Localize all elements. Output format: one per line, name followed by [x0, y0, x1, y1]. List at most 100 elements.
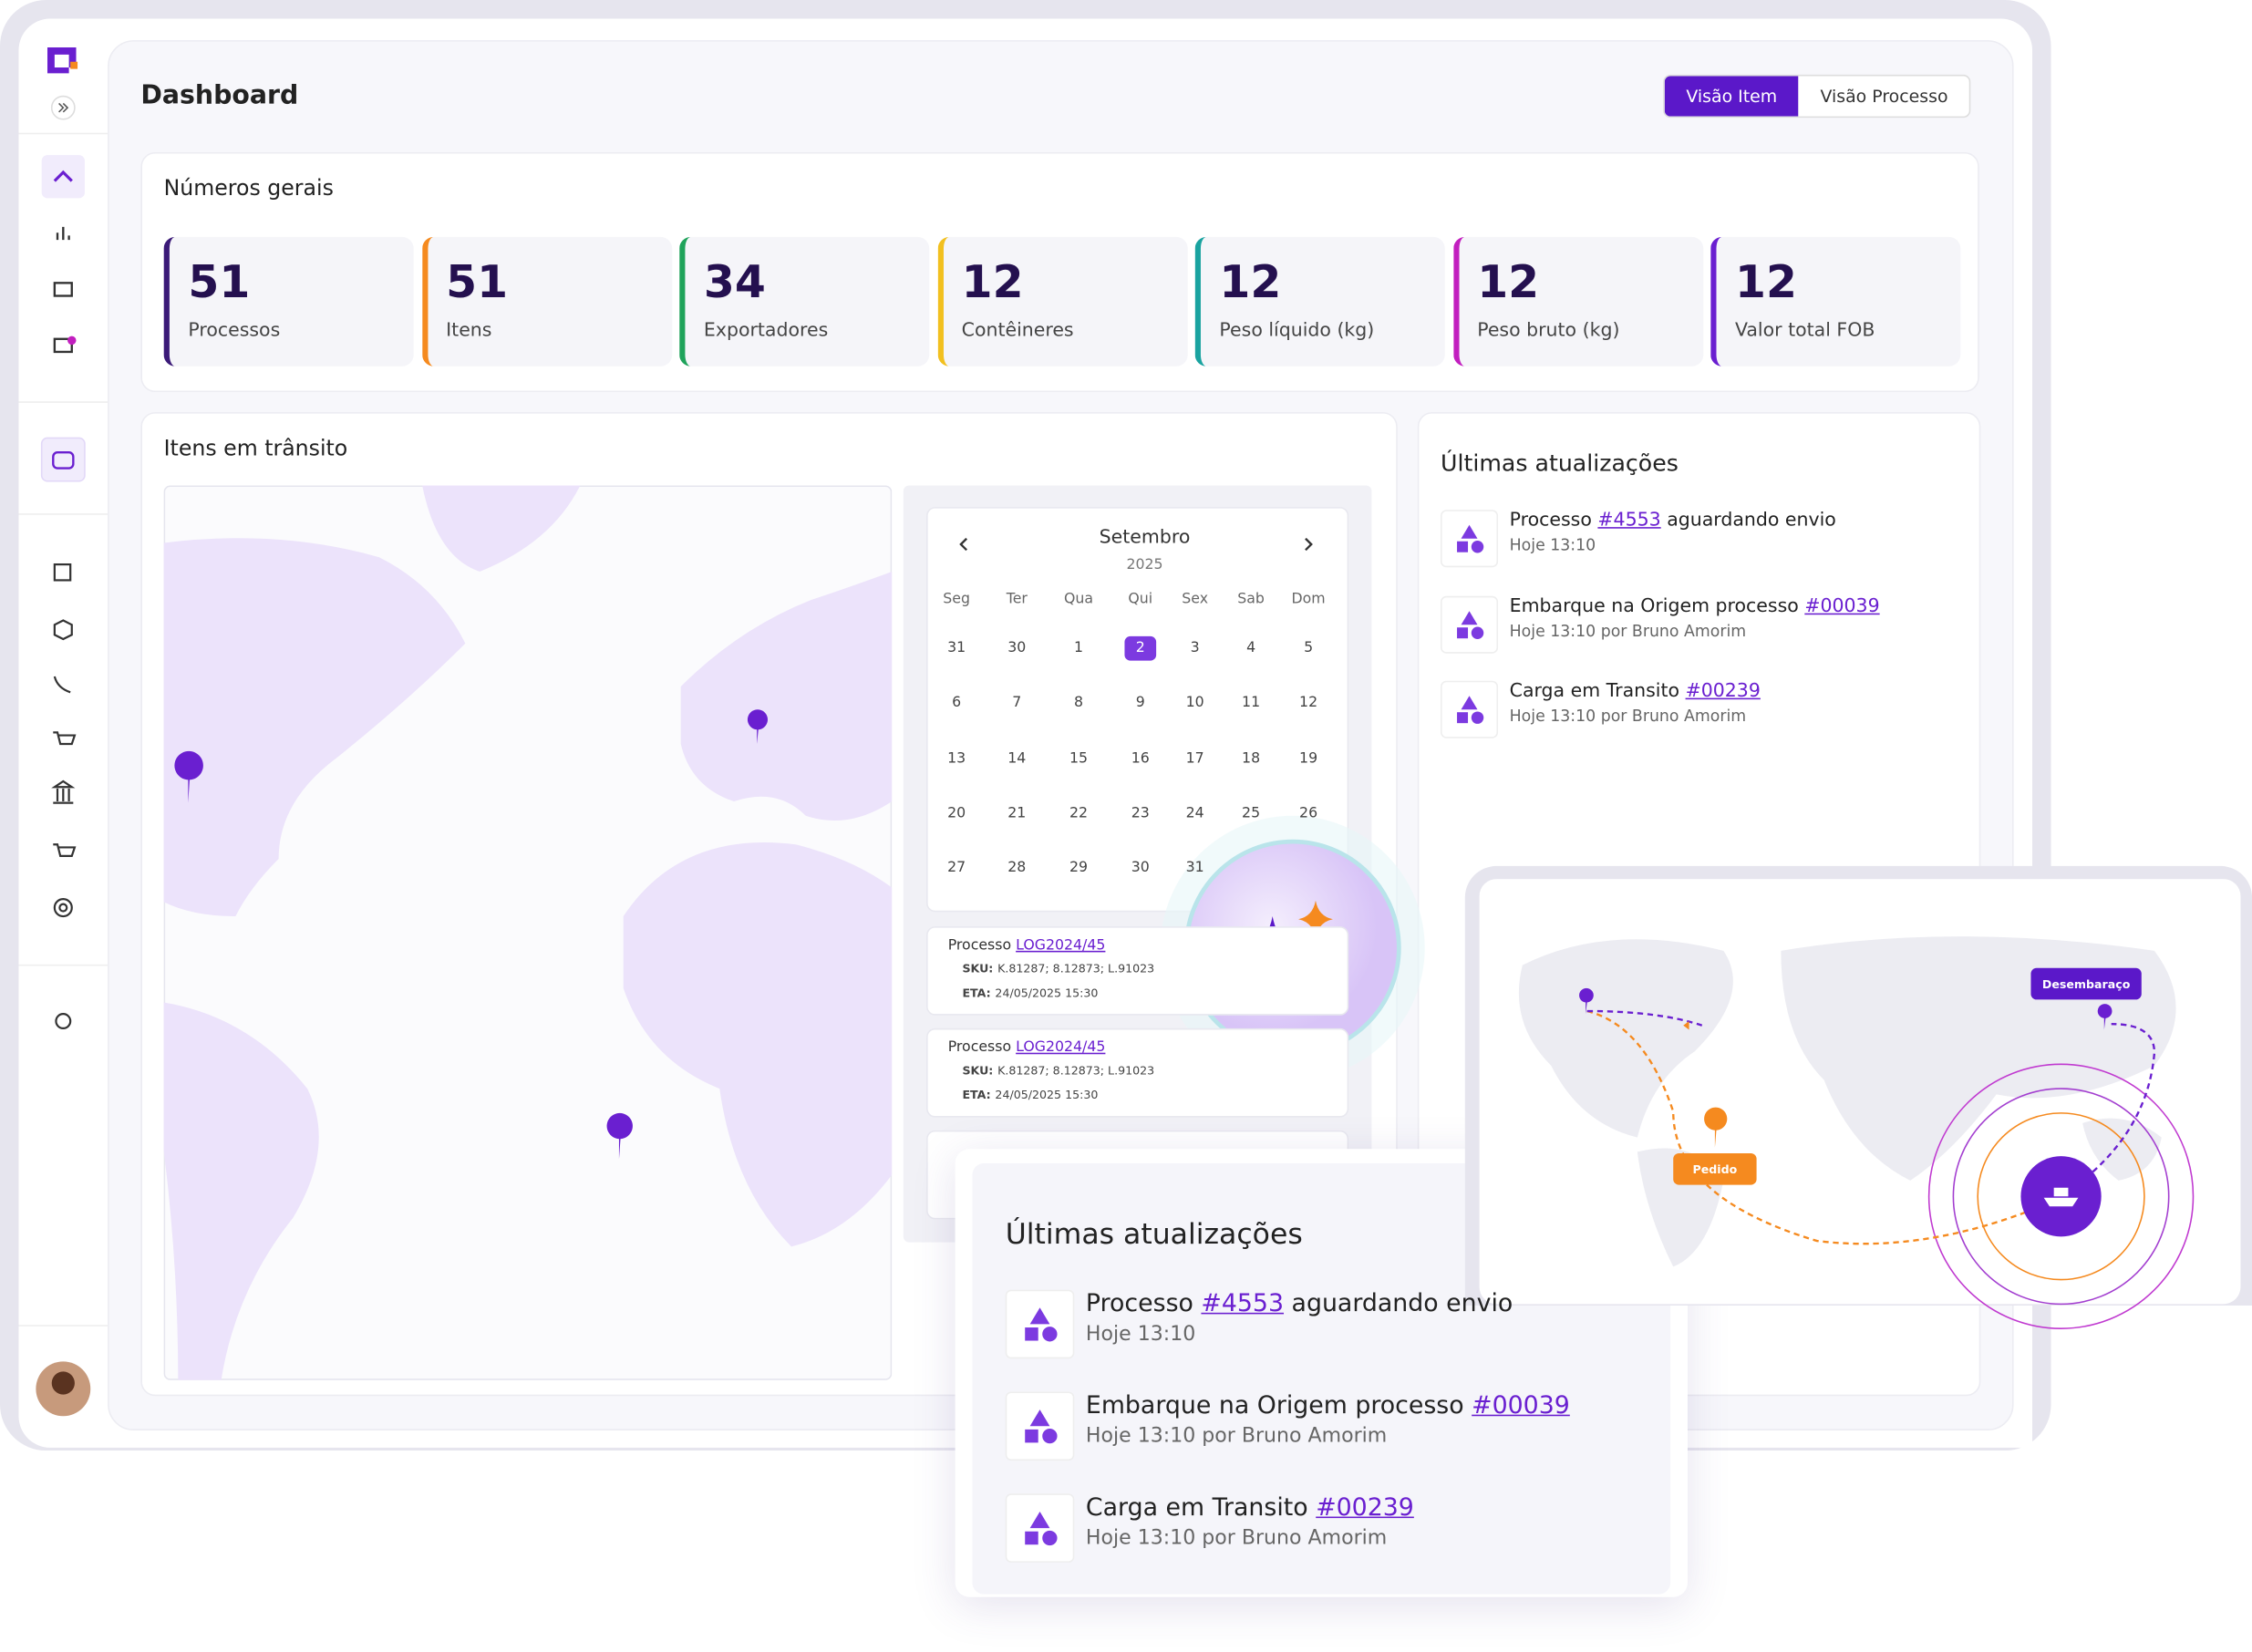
calendar-day[interactable]: 4: [1246, 640, 1256, 656]
calendar-day[interactable]: 18: [1242, 750, 1261, 767]
update-link[interactable]: #4553: [1597, 510, 1661, 532]
process-sku-value: K.81287; 8.12873; L.91023: [997, 962, 1155, 976]
calendar-day[interactable]: 11: [1242, 695, 1261, 712]
stat-value: 12: [1477, 256, 1540, 309]
calendar-day[interactable]: 31: [947, 640, 966, 656]
calendar-day[interactable]: 19: [1299, 750, 1318, 767]
calendar-day[interactable]: 16: [1131, 750, 1150, 767]
updates-title: Últimas atualizações: [1441, 449, 1679, 477]
calendar-day[interactable]: 14: [1007, 750, 1027, 767]
calendar-day[interactable]: 22: [1069, 805, 1089, 821]
transit-title: Itens em trânsito: [163, 435, 348, 461]
route-origin: Pedido: [1693, 1162, 1738, 1176]
view-toggle: Visão Item Visão Processo: [1663, 74, 1971, 119]
weekday: Qua: [1064, 592, 1094, 608]
process-link[interactable]: LOG2024/45: [1016, 1039, 1106, 1056]
process-line: Processo LOG2024/45: [948, 938, 1106, 954]
calendar-day[interactable]: 30: [1131, 860, 1150, 877]
update-line: Processo #4553 aguardando envio: [1510, 510, 1836, 532]
calendar-day[interactable]: 21: [1007, 805, 1027, 821]
calendar-day[interactable]: 23: [1131, 805, 1150, 821]
stat-label: Itens: [446, 320, 492, 342]
calendar-day[interactable]: 31: [1185, 860, 1204, 877]
calendar-day[interactable]: 5: [1304, 640, 1314, 656]
update-text-main: Processo: [1085, 1289, 1193, 1319]
update-item: Carga em Transito #00239 Hoje 13:10 por B…: [1005, 1493, 1414, 1563]
update-link[interactable]: #00039: [1472, 1391, 1570, 1420]
sidebar-icons: [18, 46, 108, 1417]
stat-label: Valor total FOB: [1734, 320, 1875, 342]
calendar-day[interactable]: 13: [947, 750, 966, 767]
process-eta-value: 24/05/2025 15:30: [995, 1089, 1099, 1102]
calendar-day[interactable]: 9: [1135, 695, 1145, 712]
stat-value: 12: [1219, 256, 1282, 309]
calendar-day[interactable]: 2: [1124, 635, 1157, 661]
update-item: Embarque na Origem processo #00039 Hoje 1…: [1005, 1391, 1570, 1461]
update-link[interactable]: #00039: [1804, 594, 1880, 617]
process-link[interactable]: LOG2024/45: [1016, 937, 1106, 954]
update-icon: [1005, 1493, 1075, 1563]
process-eta: ETA: 24/05/2025 15:30: [948, 1089, 1099, 1102]
calendar-day[interactable]: 3: [1190, 640, 1200, 656]
calendar-day[interactable]: 7: [1012, 695, 1022, 712]
weekday: Dom: [1291, 592, 1326, 608]
stat-card: 12 Peso bruto (kg): [1452, 236, 1703, 367]
update-glyph: [1457, 524, 1484, 553]
update-link[interactable]: #00239: [1316, 1493, 1414, 1523]
update-link[interactable]: #00239: [1685, 680, 1761, 703]
calendar-day[interactable]: 6: [952, 695, 962, 712]
update-link[interactable]: #4553: [1201, 1289, 1285, 1319]
calendar-day[interactable]: 15: [1069, 750, 1089, 767]
update-text: Carga em Transito #00239 Hoje 13:10 por B…: [1086, 1493, 1414, 1563]
route-map: Desembaraço Pedido: [1479, 879, 2241, 1329]
update-line: Embarque na Origem processo #00039: [1510, 595, 1880, 617]
process-sku-value: K.81287; 8.12873; L.91023: [997, 1064, 1155, 1078]
update-item: Processo #4553 aguardando envio Hoje 13:1…: [1441, 510, 1836, 568]
update-text: Embarque na Origem processo #00039 Hoje 1…: [1086, 1391, 1570, 1461]
calendar-day[interactable]: 30: [1007, 640, 1027, 656]
calendar-day[interactable]: 28: [1007, 860, 1027, 877]
calendar-day[interactable]: 24: [1185, 805, 1204, 821]
calendar-day[interactable]: 26: [1299, 805, 1318, 821]
update-text-after: aguardando envio: [1291, 1289, 1513, 1319]
update-item: Processo #4553 aguardando envio Hoje 13:1…: [1005, 1289, 1513, 1359]
process-sku-label: SKU:: [962, 962, 994, 976]
calendar-day[interactable]: 17: [1185, 750, 1204, 767]
weekday: Sex: [1182, 592, 1209, 608]
stat-label: Exportadores: [703, 320, 829, 342]
stat-value: 12: [1734, 256, 1797, 309]
summary-title: Números gerais: [163, 175, 334, 201]
stat-value: 51: [446, 256, 509, 309]
process-eta-label: ETA:: [962, 986, 991, 1000]
sidebar: [18, 18, 108, 1447]
route-destination: Desembaraço: [2042, 977, 2131, 991]
updates-overlay-title: Últimas atualizações: [1005, 1216, 1303, 1252]
calendar-day[interactable]: 25: [1242, 805, 1261, 821]
toggle-button[interactable]: Visão Item: [1664, 76, 1799, 117]
calendar-day[interactable]: 10: [1185, 695, 1204, 712]
update-text: Processo #4553 aguardando envio Hoje 13:1…: [1086, 1290, 1513, 1359]
process-sku-label: SKU:: [962, 1064, 994, 1078]
calendar-day[interactable]: 20: [947, 805, 966, 821]
stat-card: 12 Valor total FOB: [1710, 236, 1961, 367]
update-icon: [1005, 1391, 1075, 1461]
toggle-button[interactable]: Visão Processo: [1820, 86, 1948, 107]
stat-value: 51: [188, 256, 251, 309]
update-text-main: Carga em Transito: [1085, 1493, 1308, 1523]
calendar-day[interactable]: 12: [1299, 695, 1318, 712]
calendar-day[interactable]: 8: [1074, 695, 1084, 712]
calendar-day[interactable]: 27: [947, 860, 966, 877]
weekday: Ter: [1006, 592, 1028, 608]
process-eta-value: 24/05/2025 15:30: [995, 986, 1099, 1000]
process-eta: ETA: 24/05/2025 15:30: [948, 986, 1099, 1000]
update-meta: Hoje 13:10: [1509, 535, 1596, 555]
update-icon: [1005, 1289, 1075, 1359]
weekday: Qui: [1128, 592, 1153, 608]
update-meta: Hoje 13:10 por Bruno Amorim: [1509, 621, 1747, 640]
update-icon: [1441, 594, 1499, 653]
stat-card: 34 Exportadores: [679, 236, 930, 367]
calendar-day[interactable]: 1: [1074, 640, 1084, 656]
calendar-day[interactable]: 29: [1069, 860, 1089, 877]
